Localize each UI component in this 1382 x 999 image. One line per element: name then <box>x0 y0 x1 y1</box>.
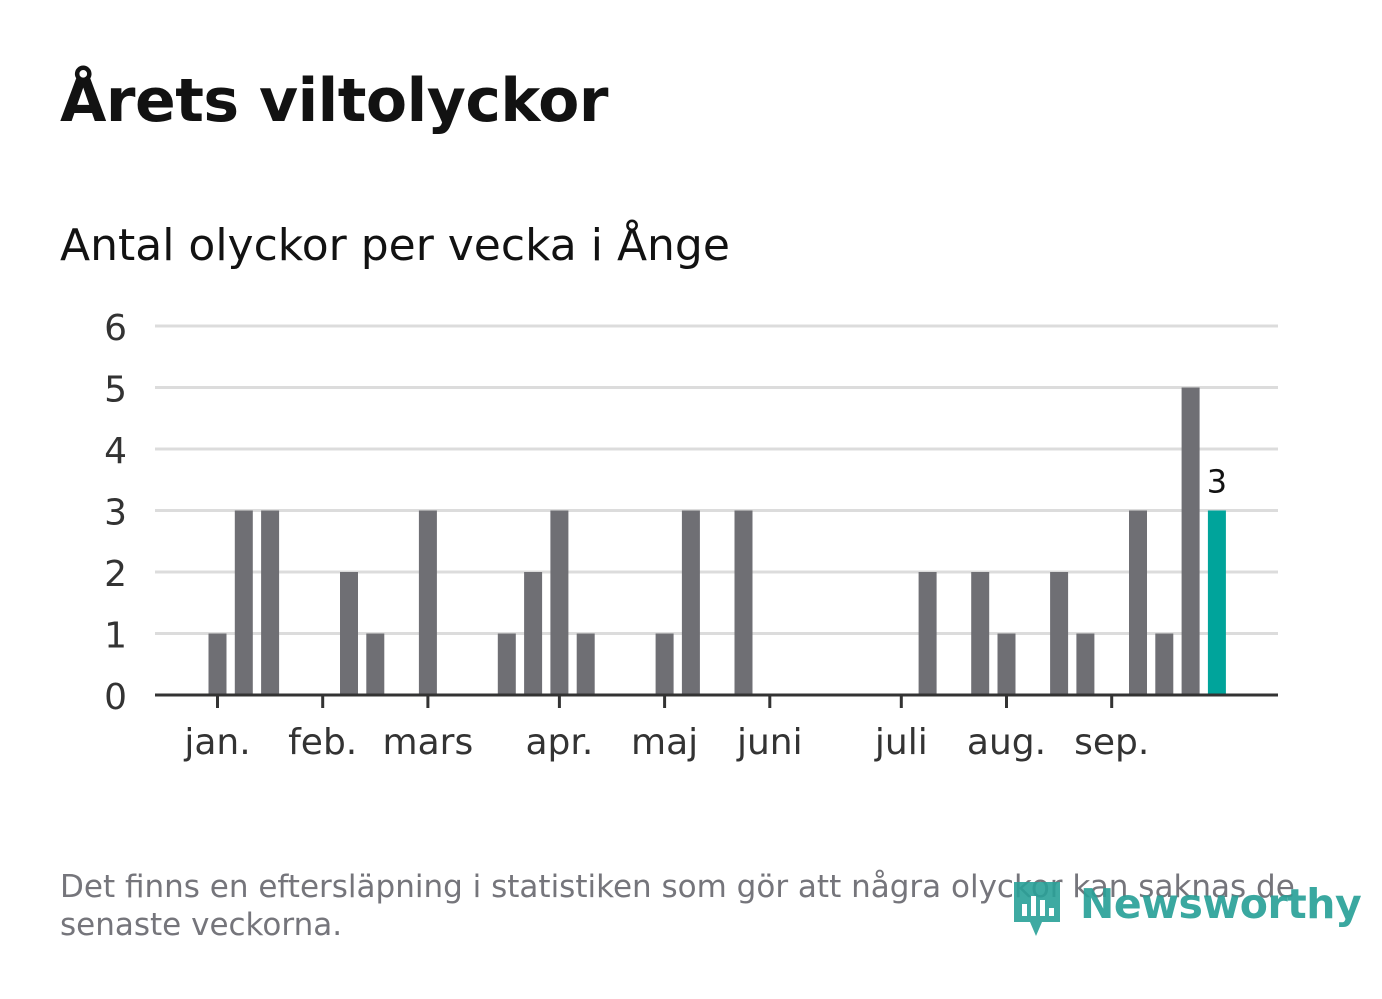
bar <box>524 572 543 695</box>
x-tick-label: maj <box>631 722 698 763</box>
x-tick-label: mars <box>383 722 474 763</box>
highlight-data-label: 3 <box>1207 463 1227 501</box>
bar <box>1076 633 1095 695</box>
x-tick-label: feb. <box>288 722 357 763</box>
bars <box>208 387 1226 695</box>
x-tick-label: sep. <box>1074 722 1149 763</box>
y-tick-label: 2 <box>104 554 127 595</box>
x-tick-label: juni <box>736 722 803 763</box>
bar-highlight <box>1207 510 1226 695</box>
bar <box>550 510 569 695</box>
bar <box>497 633 516 695</box>
bar <box>1050 572 1069 695</box>
data-labels: 3 <box>1207 463 1227 501</box>
chart-subtitle: Antal olyckor per vecka i Ånge <box>60 220 730 271</box>
x-tick-label: jan. <box>183 722 250 763</box>
bar <box>366 633 385 695</box>
bar <box>418 510 437 695</box>
newsworthy-logo-icon <box>1014 882 1060 936</box>
y-axis-ticks: 0 1 2 3 4 5 6 <box>104 308 127 718</box>
bar <box>655 633 674 695</box>
bar <box>734 510 753 695</box>
chart-title: Årets viltolyckor <box>60 66 609 136</box>
y-tick-label: 5 <box>104 370 127 411</box>
grid-lines <box>155 324 1278 635</box>
bar <box>1155 633 1174 695</box>
newsworthy-logo: Newsworthy <box>1010 878 1362 942</box>
y-tick-label: 6 <box>104 308 127 349</box>
bar <box>340 572 358 695</box>
bar <box>576 633 595 695</box>
footnote: Det finns en eftersläpning i statistiken… <box>60 869 1295 943</box>
newsworthy-logo-text: Newsworthy <box>1080 880 1362 928</box>
bar <box>234 510 253 695</box>
y-tick-label: 3 <box>104 493 127 534</box>
bar <box>997 633 1016 695</box>
bar <box>681 510 700 695</box>
y-tick-label: 1 <box>104 616 127 657</box>
x-axis-ticks: jan. feb. mars apr. maj juni juli aug. sep. <box>183 695 1149 763</box>
y-tick-label: 4 <box>104 431 127 472</box>
bar <box>971 572 990 695</box>
x-tick-label: apr. <box>525 722 593 763</box>
bar <box>918 572 937 695</box>
x-tick-label: juli <box>874 722 928 763</box>
bar <box>1181 387 1200 695</box>
bar <box>1129 510 1147 695</box>
bar <box>208 633 227 695</box>
y-tick-label: 0 <box>104 677 127 718</box>
x-tick-label: aug. <box>967 722 1046 763</box>
bar <box>261 510 280 695</box>
